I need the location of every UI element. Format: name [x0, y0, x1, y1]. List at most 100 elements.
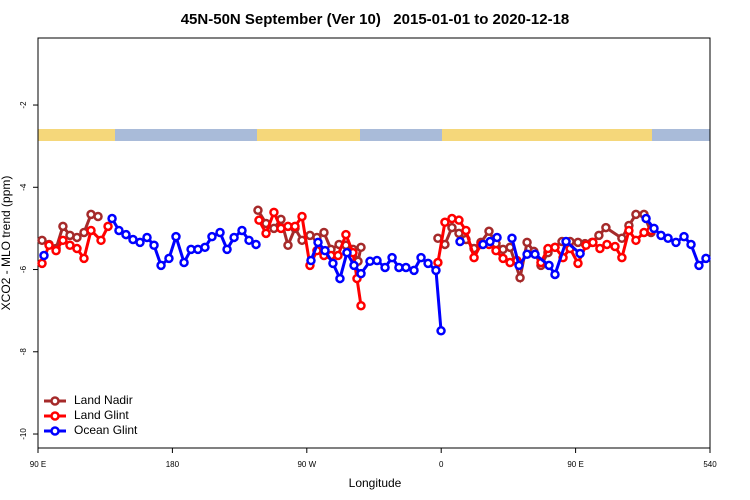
point: [341, 229, 351, 240]
point: [594, 230, 604, 241]
y-tick-label: -8: [19, 348, 28, 356]
point: [631, 209, 641, 220]
point: [588, 237, 598, 248]
point: [237, 225, 247, 236]
y-tick-label: -4: [19, 183, 28, 191]
point: [164, 253, 174, 264]
point: [380, 262, 390, 273]
point: [573, 258, 583, 269]
point: [253, 205, 263, 216]
y-tick-label: -10: [19, 428, 28, 440]
point: [694, 260, 704, 271]
point: [328, 258, 338, 269]
point: [103, 221, 113, 232]
legend-label: Ocean Glint: [74, 423, 138, 437]
point: [37, 258, 47, 269]
point: [37, 235, 47, 246]
point: [447, 222, 457, 233]
point: [51, 245, 61, 256]
point: [171, 231, 181, 242]
point: [595, 243, 605, 254]
point: [485, 236, 495, 247]
point: [423, 258, 433, 269]
point: [641, 213, 651, 224]
point: [44, 240, 54, 251]
point: [431, 265, 441, 276]
point: [215, 227, 225, 238]
point: [631, 235, 641, 246]
point: [530, 249, 540, 260]
point: [335, 273, 345, 284]
point: [561, 236, 571, 247]
map-land: [257, 129, 360, 141]
point: [522, 237, 532, 248]
point: [436, 326, 446, 336]
point: [200, 242, 210, 253]
legend-marker: [50, 426, 60, 436]
point: [550, 242, 560, 253]
map-strip: [38, 129, 710, 141]
point: [72, 243, 82, 254]
point: [498, 253, 508, 264]
point: [701, 253, 711, 264]
point: [290, 221, 300, 232]
point: [121, 229, 131, 240]
point: [58, 221, 68, 232]
point: [356, 242, 366, 253]
point: [522, 249, 532, 260]
point: [416, 252, 426, 263]
point: [602, 239, 612, 250]
point: [333, 250, 343, 261]
point: [142, 232, 152, 243]
point: [491, 245, 501, 256]
legend-marker: [50, 411, 60, 421]
legend-label: Land Nadir: [74, 393, 133, 407]
point: [372, 255, 382, 266]
x-tick-label: 540: [703, 460, 717, 469]
point: [401, 262, 411, 273]
point: [149, 240, 159, 251]
point: [624, 225, 634, 236]
y-tick-label: -2: [19, 101, 28, 109]
point: [507, 233, 517, 244]
map-land: [442, 129, 652, 141]
point: [96, 235, 106, 246]
point: [515, 272, 525, 283]
point: [254, 215, 264, 225]
x-tick-label: 90 E: [567, 460, 583, 469]
point: [229, 232, 239, 243]
point: [297, 211, 307, 222]
point: [356, 268, 366, 279]
point: [320, 245, 330, 256]
point: [283, 240, 293, 251]
point: [679, 231, 689, 242]
y-axis-label: XCO2 - MLO trend (ppm): [0, 176, 13, 311]
point: [514, 260, 524, 271]
point: [663, 233, 673, 244]
point: [107, 213, 117, 224]
legend-label: Land Glint: [74, 408, 129, 422]
x-tick-label: 0: [439, 460, 444, 469]
x-axis-label: Longitude: [349, 476, 402, 490]
point: [306, 255, 316, 266]
point: [440, 217, 450, 227]
point: [222, 244, 232, 255]
point: [39, 250, 49, 261]
point: [686, 239, 696, 250]
point: [58, 235, 68, 246]
point: [387, 252, 397, 263]
point: [156, 260, 166, 271]
point: [455, 236, 465, 247]
point: [114, 225, 124, 236]
point: [93, 211, 103, 222]
point: [461, 225, 471, 236]
point: [356, 300, 366, 311]
point: [269, 207, 279, 218]
legend-marker: [50, 396, 60, 406]
map-land: [38, 129, 115, 141]
point: [207, 231, 217, 242]
x-tick-label: 90 W: [297, 460, 316, 469]
point: [617, 252, 627, 263]
point: [617, 233, 627, 244]
